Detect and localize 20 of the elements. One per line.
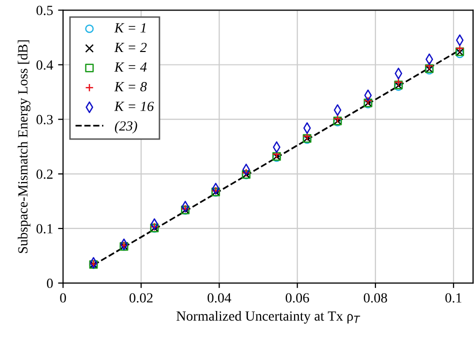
x-tick-label: 0.02 <box>130 293 153 303</box>
legend-label: (23) <box>114 120 138 134</box>
x-tick-label: 0.08 <box>364 293 388 303</box>
y-axis-title: Subspace-Mismatch Energy Loss [dB] <box>18 40 30 253</box>
x-tick-label: 0.04 <box>208 293 232 303</box>
x-tick-label: 0.06 <box>286 293 310 303</box>
legend-label: K = 1 <box>114 23 146 32</box>
x-tick-label: 0.1 <box>445 293 462 303</box>
y-tick-label: 0.2 <box>36 169 53 179</box>
y-tick-label: 0.1 <box>36 224 52 234</box>
y-tick-label: 0.5 <box>36 6 53 16</box>
legend-label: K = 4 <box>114 62 147 72</box>
x-axis-title: Normalized Uncertainty at Tx ρ$_{T}$ <box>176 310 360 324</box>
legend-label: K = 8 <box>114 82 147 92</box>
y-tick-label: 0.3 <box>36 114 53 124</box>
y-tick-label: 0 <box>46 278 53 288</box>
legend-label: K = 16 <box>114 102 154 112</box>
legend-label: K = 2 <box>114 42 147 52</box>
x-tick-label: 0 <box>60 293 66 303</box>
y-tick-label: 0.4 <box>36 60 54 70</box>
